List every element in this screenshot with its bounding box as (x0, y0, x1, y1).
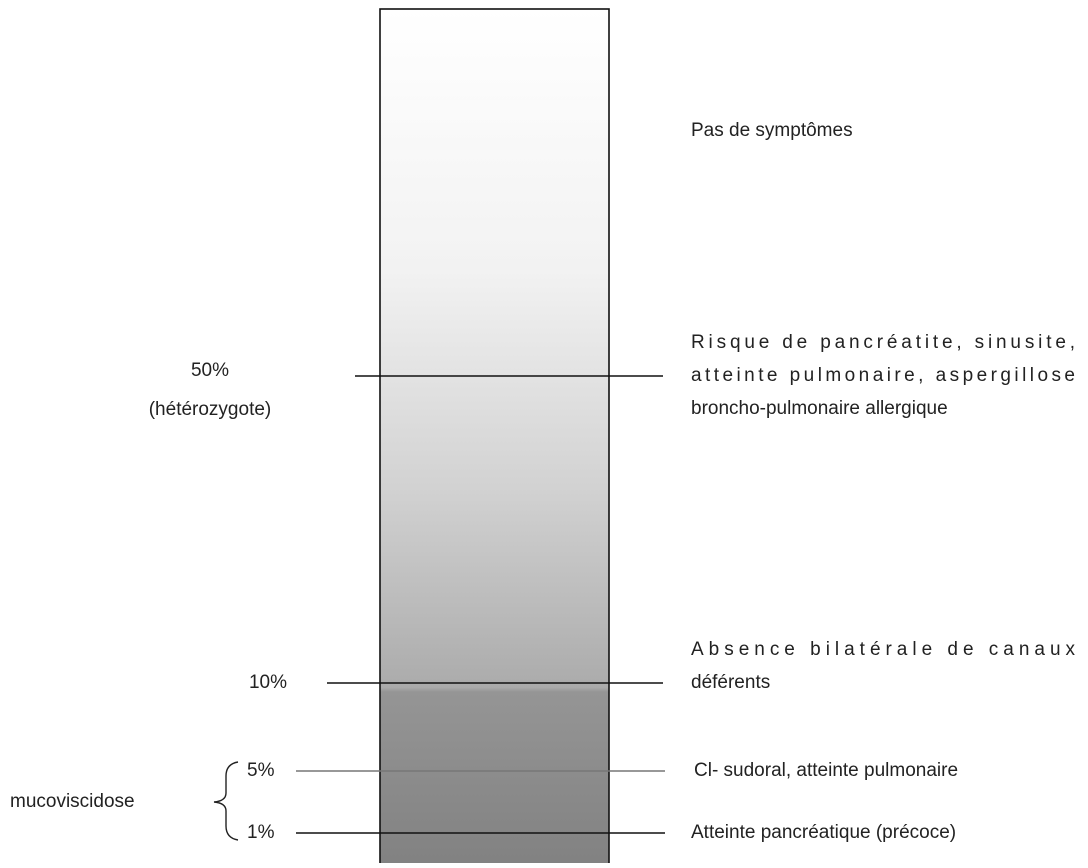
brace (213, 761, 239, 841)
description: Absence bilatérale de canaux (691, 639, 1076, 660)
description: Pas de symptômes (691, 120, 853, 141)
description: Atteinte pancréatique (précoce) (691, 822, 956, 843)
description: déférents (691, 672, 770, 693)
group-label: mucoviscidose (10, 791, 135, 812)
level-label: 50% (191, 360, 229, 381)
level-sublabel: (hétérozygote) (149, 399, 272, 420)
gradient-bar (379, 8, 610, 868)
description: Risque de pancréatite, sinusite, (691, 332, 1075, 353)
level-label: 5% (247, 760, 275, 781)
description: atteinte pulmonaire, aspergillose (691, 365, 1075, 386)
level-label: 10% (249, 672, 287, 693)
description: Cl- sudoral, atteinte pulmonaire (694, 760, 958, 781)
level-label: 1% (247, 822, 275, 843)
description: broncho-pulmonaire allergique (691, 398, 948, 419)
